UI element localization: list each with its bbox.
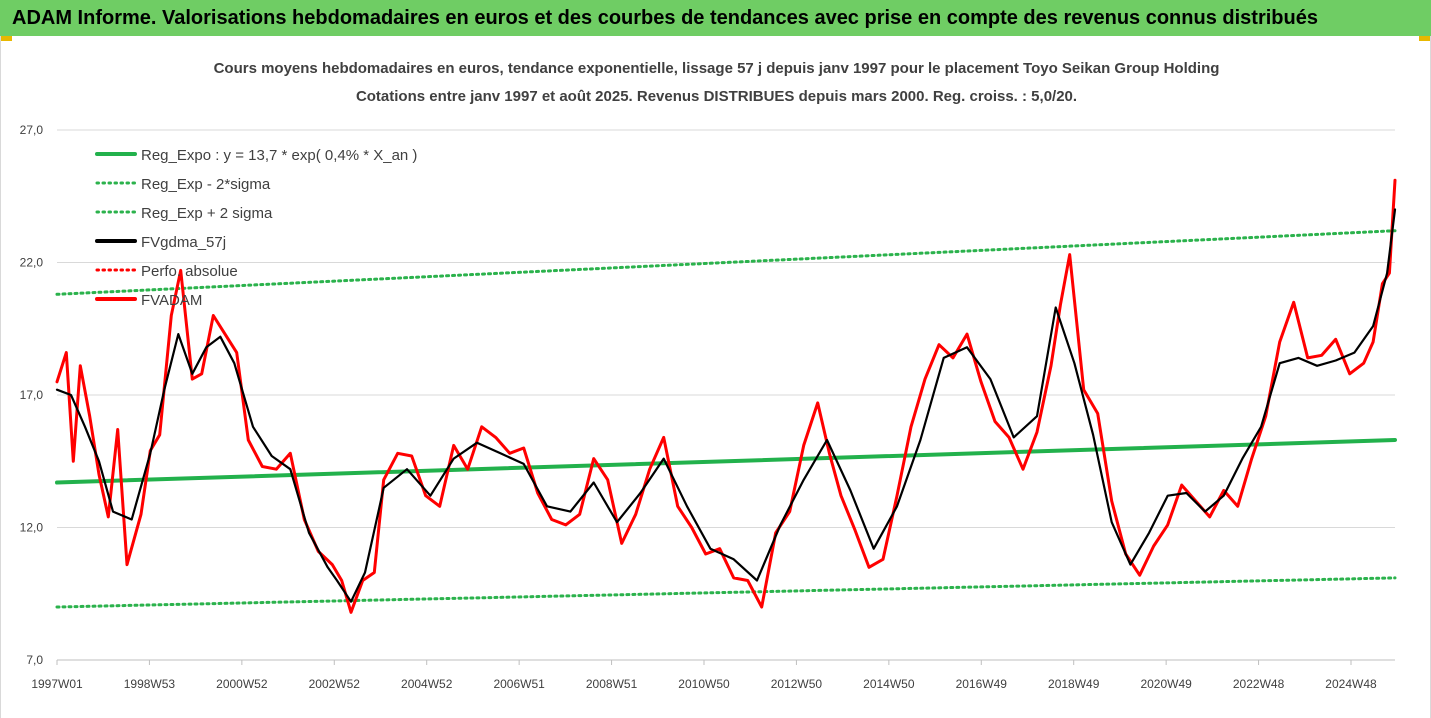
corner-mark-top-left [0, 36, 12, 41]
series-reg-minus-2sigma-line [55, 576, 1397, 609]
x-tick-label: 2020W49 [1140, 677, 1192, 691]
chart-title: Cours moyens hebdomadaires en euros, ten… [213, 60, 1220, 77]
series-fvgdma-57j-line [55, 208, 1397, 603]
x-tick-label: 2024W48 [1325, 677, 1377, 691]
x-tick-label: 2016W49 [956, 677, 1008, 691]
corner-mark-top-right [1419, 36, 1431, 41]
series-layer [55, 178, 1397, 614]
x-tick-label: 2010W50 [678, 677, 730, 691]
axis-layer: 7,0 12,0 17,0 22,0 27,0 1997W01 1998W53 2000W52… [20, 123, 1395, 691]
legend-label: Perfo. absolue [141, 263, 238, 280]
x-tick-label: 2008W51 [586, 677, 638, 691]
legend-layer: Reg_Expo : y = 13,7 * exp( 0,4% * X_an )… [95, 147, 417, 309]
series-fvadam-line [55, 178, 1397, 614]
legend-label: FVgdma_57j [141, 234, 226, 251]
x-tick-label: 1997W01 [31, 677, 83, 691]
y-tick-label: 17,0 [20, 388, 44, 402]
y-tick-label: 7,0 [26, 653, 43, 667]
legend-label: Reg_Exp - 2*sigma [141, 176, 271, 193]
x-tick-label: 1998W53 [124, 677, 176, 691]
x-tick-label: 2018W49 [1048, 677, 1100, 691]
legend-label: FVADAM [141, 292, 202, 309]
x-tick-label: 2004W52 [401, 677, 453, 691]
series-reg-plus-2sigma-line [55, 229, 1397, 296]
y-tick-label: 12,0 [20, 521, 44, 535]
report-banner-title: ADAM Informe. Valorisations hebdomadaire… [12, 7, 1318, 29]
x-tick-label: 2012W50 [771, 677, 823, 691]
x-tick-label: 2022W48 [1233, 677, 1285, 691]
y-tick-label: 22,0 [20, 256, 44, 270]
chart-subtitle: Cotations entre janv 1997 et août 2025. … [355, 88, 1078, 105]
x-tick-label: 2014W50 [863, 677, 915, 691]
report-banner: ADAM Informe. Valorisations hebdomadaire… [0, 0, 1431, 36]
x-tick-label: 2002W52 [309, 677, 361, 691]
chart-area: Cours moyens hebdomadaires en euros, ten… [0, 36, 1431, 718]
chart-svg: Reg_Expo : y = 13,7 * exp( 0,4% * X_an )… [20, 123, 1397, 691]
y-tick-label: 27,0 [20, 123, 44, 137]
legend-label: Reg_Exp + 2 sigma [141, 205, 273, 222]
x-tick-label: 2000W52 [216, 677, 268, 691]
x-tick-label: 2006W51 [493, 677, 545, 691]
series-reg-expo-line [55, 438, 1397, 485]
legend-label: Reg_Expo : y = 13,7 * exp( 0,4% * X_an ) [141, 147, 417, 164]
